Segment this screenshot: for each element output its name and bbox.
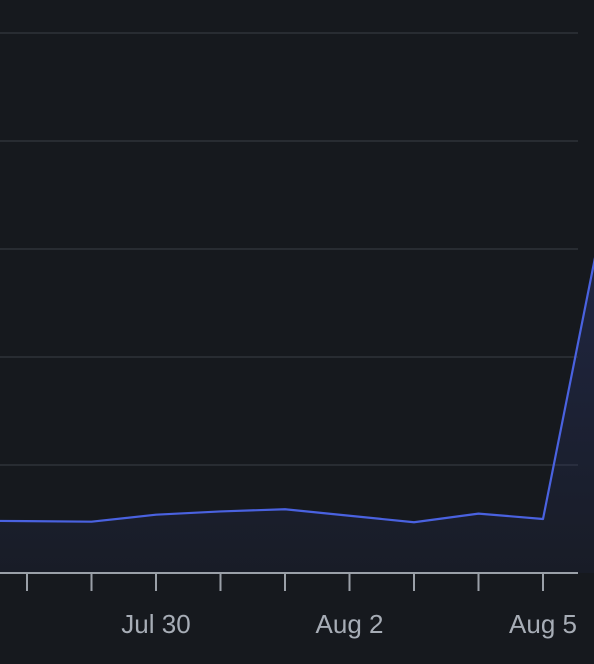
line-layer bbox=[0, 257, 594, 524]
series-line bbox=[0, 257, 594, 524]
x-axis bbox=[0, 572, 578, 591]
x-tick-label: Aug 2 bbox=[316, 609, 384, 639]
gridlines bbox=[0, 32, 578, 466]
x-tick-labels: Jul 30 Aug 2 Aug 5 bbox=[121, 609, 577, 639]
x-tick-label: Aug 5 bbox=[509, 609, 577, 639]
x-tick-label: Jul 30 bbox=[121, 609, 190, 639]
